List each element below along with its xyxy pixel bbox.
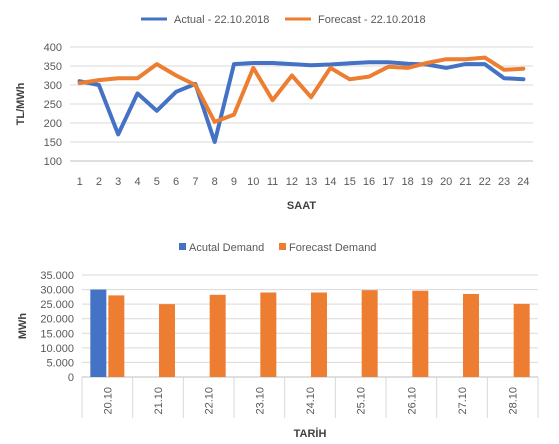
x-tick-label: 9 [231, 176, 237, 188]
x-tick-label: 5 [154, 176, 160, 188]
y-tick-label: 30.000 [40, 285, 74, 297]
forecast-demand-bar [108, 295, 125, 377]
x-tick-label: 17 [382, 176, 394, 188]
legend-swatch [179, 243, 186, 250]
x-tick-label: 8 [212, 176, 218, 188]
forecast-demand-bar [311, 292, 327, 377]
y-tick-label: 35.000 [40, 270, 74, 282]
series-line-forecast [77, 55, 526, 124]
x-tick-label: 21.10 [153, 387, 165, 415]
x-tick-label: 12 [286, 176, 298, 188]
x-tick-label: 19 [421, 176, 433, 188]
y-tick-label: 15.000 [40, 328, 74, 340]
daily-demand-chart: 0 5.000 10.000 15.000 20.000 25.000 30.000 35.0… [17, 242, 539, 440]
x-tick-label: 1 [77, 176, 83, 188]
x-tick-label: 22 [479, 176, 491, 188]
y-tick-label: 20.000 [40, 314, 74, 326]
forecast-demand-bar [361, 290, 378, 377]
actual-demand-bar [90, 289, 107, 377]
x-tick-label: 23.10 [254, 387, 266, 415]
y-tick-label: 10.000 [40, 343, 74, 355]
x-tick-label: 11 [267, 176, 278, 188]
legend-label: Forecast Demand [289, 242, 376, 254]
x-tick-label: 24.10 [305, 387, 317, 415]
x-tick-label: 18 [401, 176, 413, 188]
x-tick-label: 22.10 [204, 387, 216, 415]
x-tick-label: 25.10 [356, 387, 368, 415]
legend-swatch [279, 243, 286, 250]
x-tick-label: 2 [96, 176, 102, 188]
x-tick-label: 6 [173, 176, 179, 188]
x-tick-label: 24 [517, 176, 529, 188]
x-tick-label: 10 [247, 176, 259, 188]
y-tick-label: 300 [44, 80, 62, 92]
y-tick-label: 250 [44, 99, 62, 111]
x-tick-label: 23 [498, 176, 510, 188]
x-tick-label: 13 [305, 176, 317, 188]
x-axis-title: TARİH [294, 427, 327, 440]
y-tick-label: 350 [44, 61, 62, 73]
y-axis-title: TL/MWh [15, 82, 27, 125]
x-tick-label: 15 [344, 176, 356, 188]
x-tick-label: 21 [459, 176, 471, 188]
legend-label: Acutal Demand [189, 242, 264, 254]
x-tick-label: 3 [115, 176, 121, 188]
legend-label: Actual - 22.10.2018 [174, 14, 269, 26]
y-tick-label: 150 [44, 137, 62, 149]
forecast-demand-bar [463, 293, 479, 377]
y-tick-label: 100 [44, 156, 62, 168]
x-tick-label: 16 [363, 176, 375, 188]
x-tick-label: 26.10 [406, 387, 418, 415]
x-tick-label: 27.10 [457, 387, 469, 415]
y-tick-label: 400 [44, 42, 62, 54]
forecast-demand-bar [513, 303, 530, 377]
legend-label: Forecast - 22.10.2018 [318, 14, 426, 26]
forecast-demand-bar [412, 290, 429, 377]
y-tick-label: 200 [44, 118, 62, 130]
x-tick-label: 7 [192, 176, 198, 188]
y-tick-label: 5.000 [46, 357, 74, 369]
x-tick-label: 14 [324, 176, 336, 188]
x-tick-label: 20 [440, 176, 452, 188]
forecast-demand-bar [209, 294, 226, 377]
series-line-actual [77, 60, 526, 144]
x-axis-title: SAAT [287, 200, 316, 212]
y-tick-label: 25.000 [40, 299, 74, 311]
x-tick-label: 4 [134, 176, 140, 188]
x-tick-label: 20.10 [102, 387, 114, 415]
y-axis-title: MWh [17, 313, 29, 340]
x-tick-label: 28.10 [508, 387, 520, 415]
forecast-demand-bar [159, 304, 175, 377]
forecast-demand-bar [260, 292, 277, 377]
y-tick-label: 0 [68, 372, 74, 384]
